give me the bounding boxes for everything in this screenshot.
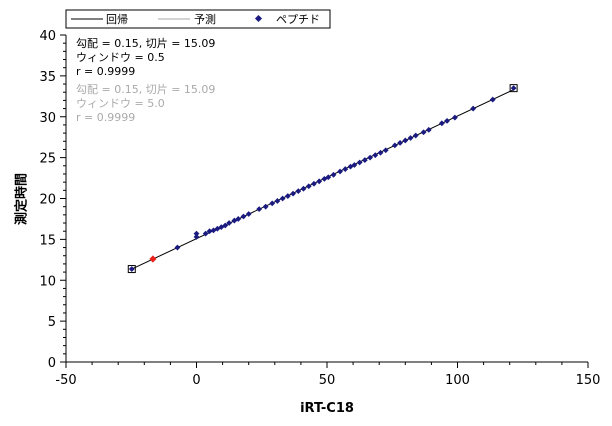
peptide-point	[290, 190, 296, 197]
y-tick-label: 35	[39, 70, 56, 85]
x-tick-label: -50	[55, 373, 76, 388]
data-points	[128, 85, 517, 272]
peptide-point	[245, 211, 252, 217]
peptide-point	[311, 180, 317, 187]
peptide-point	[206, 228, 213, 235]
peptide-point	[489, 96, 496, 103]
peptide-point	[202, 230, 209, 237]
peptide-point	[284, 193, 291, 199]
stats-predicted-line1: 勾配 = 0.15, 切片 = 15.09	[76, 83, 215, 96]
peptide-point	[356, 159, 363, 166]
x-tick-label: 0	[192, 373, 200, 388]
peptide-point	[397, 140, 403, 146]
peptide-point	[226, 220, 233, 226]
peptide-point	[444, 117, 450, 124]
x-tick-label: 150	[576, 373, 601, 388]
peptide-point	[361, 157, 368, 163]
peptide-point	[174, 244, 181, 251]
peptide-point	[402, 137, 409, 144]
peptide-point	[391, 142, 398, 149]
peptide-point	[128, 266, 135, 272]
stats-predicted: 勾配 = 0.15, 切片 = 15.09 ウィンドウ = 5.0 r = 0.…	[76, 83, 215, 124]
peptide-point	[193, 234, 200, 240]
legend: 回帰 予測 ペプチド	[65, 9, 331, 29]
peptide-point	[330, 171, 337, 178]
legend-label-regression: 回帰	[106, 13, 128, 26]
legend-swatch-peptide	[254, 14, 263, 23]
y-tick-label: 30	[39, 111, 56, 126]
peptide-point	[425, 126, 432, 133]
y-axis-title-group: 測定時間	[14, 173, 30, 225]
y-ticks: 0 5 10 15 20 25 30 35 40	[39, 29, 66, 371]
y-tick-label: 10	[39, 274, 56, 289]
stats-regression: 勾配 = 0.15, 切片 = 15.09 ウィンドウ = 0.5 r = 0.…	[76, 37, 215, 78]
peptide-point	[451, 114, 458, 121]
peptide-point	[279, 195, 286, 202]
y-tick-label: 0	[48, 356, 56, 371]
peptide-point	[377, 149, 384, 156]
y-tick-label: 40	[39, 29, 56, 44]
legend-label-peptide: ペプチド	[276, 13, 320, 26]
legend-box	[65, 9, 331, 29]
peptide-point	[337, 168, 343, 175]
boxed-point-marker	[509, 84, 518, 93]
peptide-point	[300, 185, 307, 192]
peptide-point	[420, 129, 427, 136]
peptide-point	[222, 222, 229, 229]
stats-regression-line2: ウィンドウ = 0.5	[76, 51, 165, 64]
peptide-point	[412, 132, 419, 139]
peptide-point	[342, 166, 349, 172]
boxed-point-marker	[127, 265, 136, 274]
peptide-point	[218, 224, 225, 231]
peptide-point	[305, 183, 312, 190]
peptide-point	[210, 227, 217, 234]
x-ticks: -50 0 50 100 150	[55, 362, 600, 388]
peptide-point	[510, 85, 517, 92]
stats-regression-line1: 勾配 = 0.15, 切片 = 15.09	[76, 37, 215, 50]
legend-label-predicted: 予測	[194, 12, 216, 26]
peptide-point	[382, 147, 389, 154]
peptide-point	[372, 152, 379, 159]
peptide-point	[269, 200, 276, 207]
stats-predicted-line3: r = 0.9999	[76, 111, 135, 124]
x-axis-title: iRT-C18	[300, 401, 354, 416]
peptide-point	[193, 230, 200, 237]
x-tick-label: 100	[445, 373, 470, 388]
y-tick-label: 25	[39, 152, 56, 167]
peptide-point	[256, 206, 263, 213]
highlighted-point	[149, 255, 157, 263]
y-tick-label: 20	[39, 193, 56, 208]
y-tick-label: 15	[39, 233, 56, 248]
peptide-point	[316, 178, 323, 185]
stats-regression-line3: r = 0.9999	[76, 65, 135, 78]
boxed-points	[127, 84, 518, 274]
peptide-point	[325, 174, 332, 181]
peptide-point	[470, 105, 477, 112]
y-tick-label: 5	[48, 315, 56, 330]
x-tick-label: 50	[319, 373, 336, 388]
peptide-point	[274, 198, 281, 204]
peptide-point	[367, 154, 373, 161]
peptide-point	[295, 188, 302, 195]
peptide-point	[262, 203, 269, 210]
peptide-point	[438, 120, 445, 127]
peptide-point	[407, 135, 414, 141]
peptide-point	[235, 216, 242, 222]
peptide-point	[351, 162, 358, 168]
stats-predicted-line2: ウィンドウ = 5.0	[76, 97, 165, 110]
peptide-point	[240, 213, 247, 220]
y-axis-title: 測定時間	[14, 173, 30, 225]
